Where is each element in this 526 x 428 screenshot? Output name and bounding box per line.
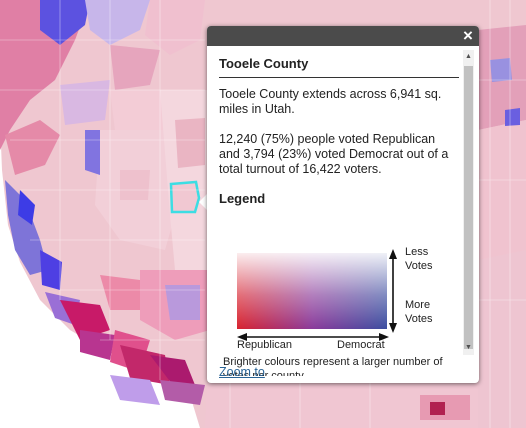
- close-icon[interactable]: ×: [463, 26, 473, 45]
- scrollbar-thumb[interactable]: [464, 66, 473, 349]
- legend-graphic: [237, 249, 397, 341]
- legend-title: Legend: [219, 191, 266, 206]
- scroll-down-icon[interactable]: ▼: [465, 344, 472, 351]
- legend-less-votes-label: Less Votes: [405, 246, 433, 272]
- scroll-up-icon[interactable]: ▲: [465, 53, 472, 60]
- legend-republican-label: Republican: [237, 339, 293, 351]
- vote-summary: 12,240 (75%) people voted Republican and…: [219, 132, 449, 176]
- county-description: Tooele County extends across 6,941 sq. m…: [219, 87, 442, 116]
- county-info-popup: × Tooele County Tooele County extends ac…: [207, 26, 479, 383]
- county-title: Tooele County: [219, 56, 459, 78]
- legend-democrat-label: Democrat: [337, 339, 385, 351]
- popup-pointer: [199, 193, 208, 211]
- popup-body: Tooele County Tooele County extends acro…: [219, 56, 459, 376]
- legend-note: Brighter colours represent a larger numb…: [223, 356, 443, 376]
- popup-titlebar: ×: [207, 26, 479, 46]
- legend-more-votes-label: More Votes: [405, 299, 433, 325]
- zoom-to-link[interactable]: Zoom to: [219, 365, 265, 379]
- popup-scrollbar[interactable]: ▲ ▼: [463, 50, 474, 355]
